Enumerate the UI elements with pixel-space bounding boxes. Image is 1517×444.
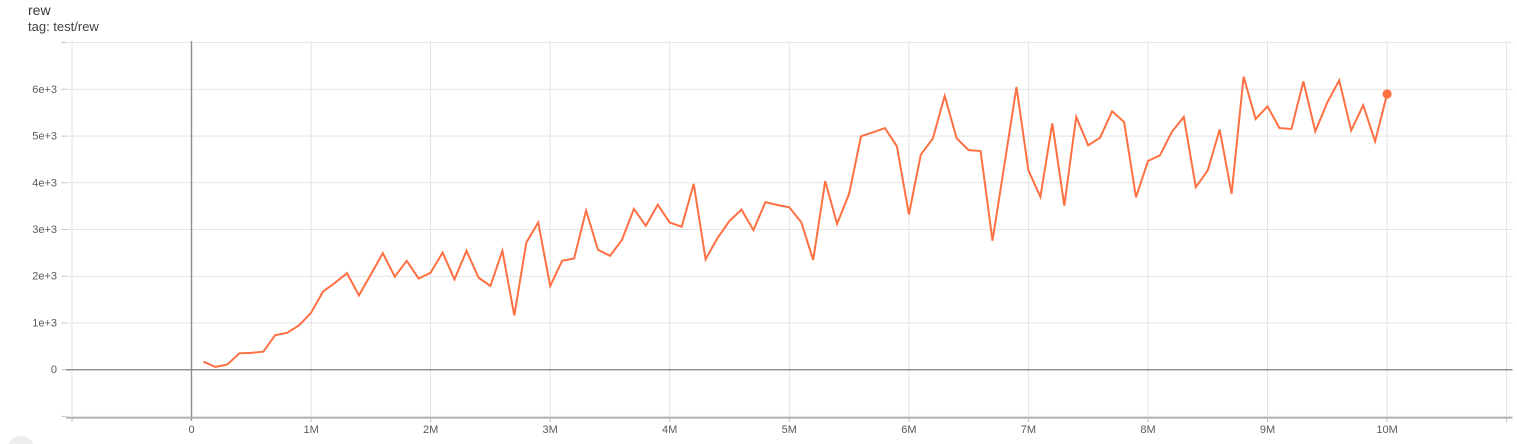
series-end-dot[interactable] bbox=[1382, 89, 1392, 99]
x-tick-label: 3M bbox=[543, 424, 558, 436]
y-tick-label: 3e+3 bbox=[32, 224, 57, 236]
x-tick-label: 0 bbox=[188, 424, 194, 436]
x-tick-label: 2M bbox=[423, 424, 438, 436]
chart-title: rew bbox=[28, 2, 51, 18]
series-line[interactable] bbox=[203, 76, 1389, 368]
x-tick-label: 8M bbox=[1140, 424, 1155, 436]
x-tick-label: 9M bbox=[1260, 424, 1275, 436]
x-tick-label: 5M bbox=[782, 424, 797, 436]
x-tick-label: 7M bbox=[1021, 424, 1036, 436]
partial-icon-button[interactable] bbox=[7, 436, 35, 444]
x-tick-label: 10M bbox=[1376, 424, 1397, 436]
y-tick-label: 4e+3 bbox=[32, 177, 57, 189]
chart-subtitle: tag: test/rew bbox=[28, 19, 99, 34]
y-tick-label: 5e+3 bbox=[32, 131, 57, 143]
x-tick-label: 6M bbox=[901, 424, 916, 436]
x-tick-label: 4M bbox=[662, 424, 677, 436]
y-tick-label: 6e+3 bbox=[32, 84, 57, 96]
y-tick-label: 0 bbox=[51, 364, 57, 376]
x-tick-label: 1M bbox=[303, 424, 318, 436]
y-tick-label: 1e+3 bbox=[32, 317, 57, 329]
y-tick-label: 2e+3 bbox=[32, 271, 57, 283]
